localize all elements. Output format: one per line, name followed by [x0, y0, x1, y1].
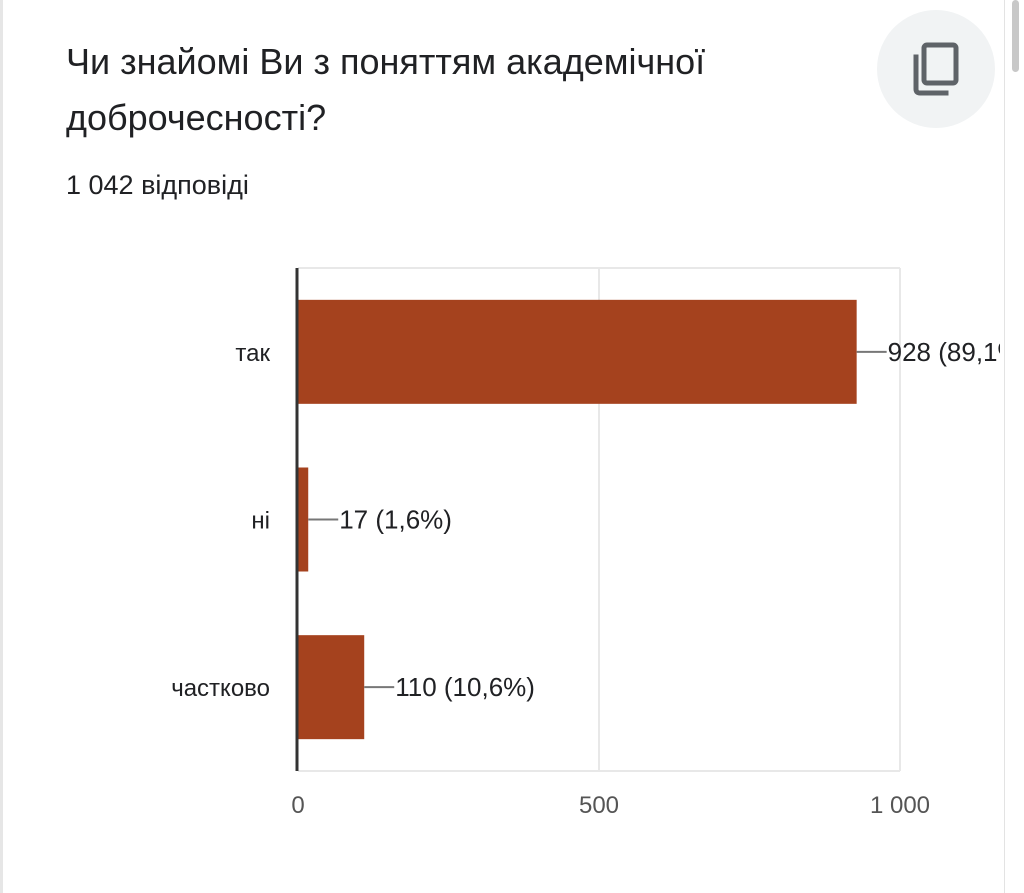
data-label: 17 (1,6%) [339, 505, 452, 535]
data-label: 110 (10,6%) [395, 672, 535, 702]
data-label: 928 (89,1%) [888, 337, 1000, 367]
scrollbar-thumb[interactable] [1012, 0, 1019, 72]
bar [298, 299, 857, 404]
category-label: ні [251, 508, 270, 535]
x-tick-label: 500 [579, 792, 619, 819]
x-tick-label: 0 [291, 792, 304, 819]
bar-chart: 928 (89,1%) 17 (1,6%) 110 (10,6%) так ні час… [171, 267, 1000, 819]
category-label: так [235, 340, 270, 367]
x-tick-label: 1 000 [870, 792, 930, 819]
bars [298, 299, 857, 740]
copy-icon [913, 42, 959, 96]
bar [298, 635, 365, 740]
x-axis-ticks: 0 500 1 000 [291, 268, 930, 819]
response-count: 1 042 відповіді [66, 170, 249, 200]
copy-chart-button[interactable] [877, 10, 995, 128]
question-title: Чи знайомі Ви з поняттям академічної доб… [66, 41, 706, 138]
category-labels: так ні частково [171, 340, 270, 702]
data-labels: 928 (89,1%) 17 (1,6%) 110 (10,6%) [308, 337, 1000, 702]
scrollbar[interactable] [1008, 0, 1024, 893]
category-label: частково [171, 675, 270, 702]
bar [298, 467, 309, 572]
